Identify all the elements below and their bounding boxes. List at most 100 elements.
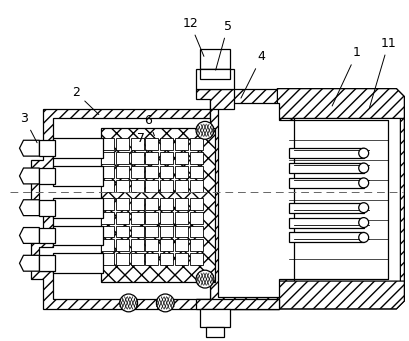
Bar — [116, 152, 128, 164]
Bar — [175, 152, 188, 164]
Bar — [130, 138, 144, 150]
Bar — [175, 166, 188, 178]
Bar — [130, 239, 144, 251]
Bar — [160, 239, 173, 251]
Circle shape — [156, 294, 174, 312]
Bar — [146, 180, 158, 192]
Text: 7: 7 — [137, 132, 147, 153]
Bar — [101, 253, 114, 265]
Bar — [160, 253, 173, 265]
Bar — [289, 120, 389, 279]
Bar — [289, 233, 364, 242]
Bar — [146, 239, 158, 251]
Bar — [101, 166, 114, 178]
Bar — [160, 225, 173, 237]
Circle shape — [359, 178, 369, 188]
Bar — [130, 212, 144, 224]
Text: 1: 1 — [332, 46, 361, 106]
Bar — [190, 180, 203, 192]
Bar — [160, 212, 173, 224]
Bar — [190, 152, 203, 164]
Bar — [160, 166, 173, 178]
Circle shape — [359, 148, 369, 158]
Circle shape — [359, 218, 369, 227]
Text: 5: 5 — [216, 20, 232, 70]
Bar — [116, 212, 128, 224]
Bar — [200, 49, 230, 69]
Text: 2: 2 — [72, 86, 99, 115]
Bar — [53, 166, 103, 186]
Bar — [196, 69, 234, 89]
Bar — [200, 309, 230, 327]
Circle shape — [359, 233, 369, 242]
Bar — [116, 138, 128, 150]
Circle shape — [120, 294, 137, 312]
Bar — [53, 225, 103, 246]
Bar — [289, 163, 364, 173]
Bar — [190, 138, 203, 150]
Bar — [101, 239, 114, 251]
Bar — [101, 152, 114, 164]
Polygon shape — [20, 140, 39, 156]
Bar — [289, 203, 364, 213]
Bar — [39, 140, 55, 156]
Bar — [146, 138, 158, 150]
Circle shape — [196, 121, 214, 139]
Bar — [101, 138, 114, 150]
Bar — [175, 253, 188, 265]
Bar — [175, 239, 188, 251]
Bar — [175, 225, 188, 237]
Bar — [116, 198, 128, 210]
Circle shape — [359, 203, 369, 213]
Bar — [175, 212, 188, 224]
Bar — [130, 253, 144, 265]
Bar — [146, 198, 158, 210]
Text: 3: 3 — [20, 112, 37, 143]
Bar — [53, 138, 103, 158]
Polygon shape — [277, 281, 405, 309]
Bar — [101, 128, 215, 282]
Bar — [190, 212, 203, 224]
Circle shape — [359, 163, 369, 173]
Polygon shape — [277, 89, 405, 118]
Bar — [39, 227, 55, 243]
Bar — [206, 327, 224, 337]
Bar — [196, 299, 279, 309]
Bar — [160, 198, 173, 210]
Bar — [175, 138, 188, 150]
Bar — [160, 138, 173, 150]
Polygon shape — [20, 168, 39, 184]
Bar — [116, 166, 128, 178]
Bar — [190, 166, 203, 178]
Bar — [116, 225, 128, 237]
Bar — [116, 239, 128, 251]
Bar — [39, 255, 55, 271]
Bar — [190, 225, 203, 237]
Bar — [175, 198, 188, 210]
Polygon shape — [20, 227, 39, 243]
Bar — [289, 148, 364, 158]
Polygon shape — [196, 89, 234, 108]
Polygon shape — [31, 108, 210, 309]
Bar — [289, 178, 364, 188]
Bar — [130, 180, 144, 192]
Polygon shape — [218, 103, 294, 297]
Polygon shape — [196, 299, 279, 309]
Polygon shape — [285, 103, 400, 297]
Bar — [53, 253, 103, 273]
Bar — [190, 198, 203, 210]
Bar — [190, 253, 203, 265]
Bar — [39, 200, 55, 216]
Bar — [146, 152, 158, 164]
Bar — [101, 212, 114, 224]
Text: 4: 4 — [241, 50, 265, 98]
Bar — [146, 212, 158, 224]
Polygon shape — [20, 200, 39, 216]
Bar — [200, 69, 230, 79]
Bar — [101, 225, 114, 237]
Bar — [116, 253, 128, 265]
Bar — [146, 166, 158, 178]
Bar — [175, 180, 188, 192]
Bar — [53, 198, 103, 218]
Bar — [289, 218, 364, 227]
